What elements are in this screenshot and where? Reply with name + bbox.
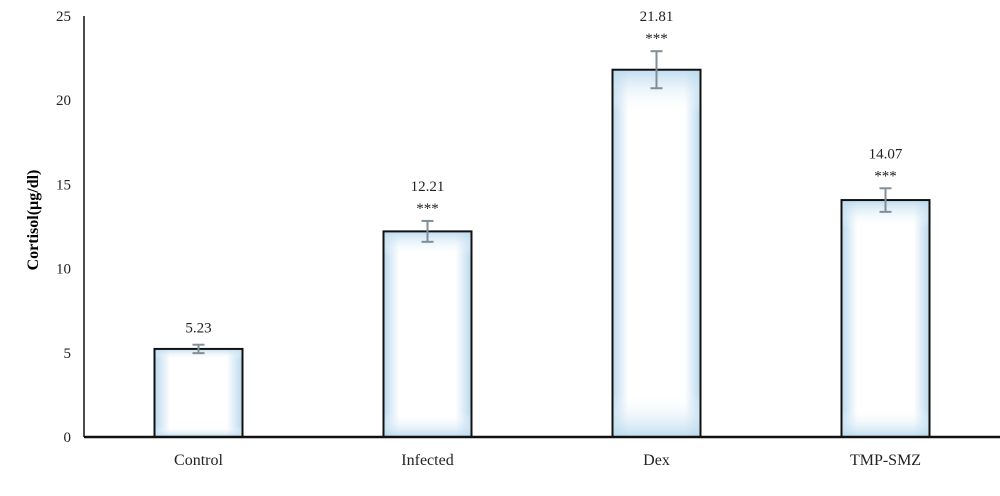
- bar-group: *** 14.07: [840, 146, 931, 438]
- x-axis: Control Infected Dex TMP-SMZ: [84, 435, 1000, 469]
- y-axis-title: Cortisol(µg/dl): [25, 170, 42, 271]
- y-axis: 0 5 10 15 20 25: [56, 9, 85, 446]
- bar-group: *** 21.81: [611, 9, 702, 438]
- significance-label: ***: [874, 168, 897, 184]
- bar-shade: [612, 69, 701, 437]
- bar-shade: [383, 231, 472, 437]
- bar-shade: [841, 200, 930, 437]
- y-tick-label: 15: [56, 177, 71, 193]
- x-tick-label: TMP-SMZ: [850, 452, 921, 469]
- data-label: 14.07: [869, 146, 903, 162]
- y-tick-label: 5: [64, 346, 72, 362]
- y-tick-label: 25: [56, 9, 71, 25]
- significance-label: ***: [416, 201, 439, 217]
- bars: 5.23 *** 12.21 *** 21.81 *** 14.07: [153, 9, 931, 438]
- y-tick-label: 0: [64, 430, 72, 446]
- y-tick-label: 10: [56, 262, 71, 278]
- y-tick-label: 20: [56, 93, 71, 109]
- x-tick-label: Dex: [643, 452, 670, 469]
- data-label: 5.23: [185, 321, 211, 337]
- bar-group: 5.23: [153, 321, 244, 438]
- x-tick-label: Infected: [401, 452, 453, 469]
- bar-group: *** 12.21: [382, 179, 473, 438]
- significance-label: ***: [645, 31, 668, 47]
- data-label: 21.81: [640, 9, 674, 25]
- data-label: 12.21: [411, 179, 445, 195]
- bar-shade: [154, 348, 243, 437]
- x-tick-label: Control: [174, 452, 223, 469]
